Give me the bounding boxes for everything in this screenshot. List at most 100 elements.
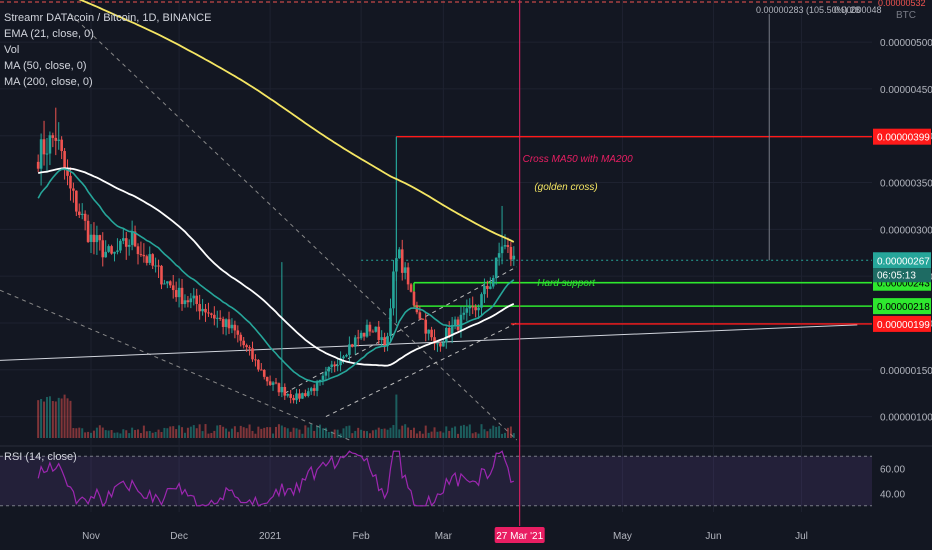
volume-bar	[280, 425, 283, 438]
candle-body	[365, 324, 369, 337]
candle-body	[98, 235, 102, 241]
volume-bar	[219, 425, 222, 438]
volume-bar	[189, 426, 192, 438]
volume-bar	[277, 424, 280, 438]
candle-body	[92, 234, 96, 243]
volume-bar	[201, 431, 204, 438]
volume-bar	[380, 428, 383, 438]
volume-bar	[116, 432, 119, 438]
candle-body	[265, 376, 269, 382]
candle-body	[483, 285, 486, 295]
price-tag: 0.00000199	[877, 320, 930, 331]
price-tag: 0.00000399	[877, 133, 930, 144]
candle-body	[280, 387, 284, 393]
candle-body	[268, 381, 272, 385]
candle-body	[260, 369, 263, 371]
candle-body	[139, 254, 143, 256]
candle-body	[45, 153, 49, 155]
candle-body	[459, 314, 463, 330]
countdown-bg	[873, 268, 931, 283]
volume-bar	[136, 429, 139, 438]
volume-bar	[324, 427, 327, 438]
volume-bar	[283, 427, 286, 438]
candle-body	[289, 394, 292, 398]
ma50-line	[37, 167, 515, 367]
candle-body	[503, 245, 507, 247]
volume-bar	[274, 426, 277, 438]
candle-body	[215, 317, 219, 319]
volume-bar	[98, 425, 101, 438]
rising-channel-bottom	[325, 322, 517, 418]
candle-body	[130, 231, 134, 245]
candle-body	[248, 347, 251, 349]
volume-bar	[407, 427, 410, 438]
candle-body	[277, 383, 281, 393]
volume-bar	[213, 430, 216, 438]
legend-ema: EMA (21, close, 0)	[4, 28, 94, 40]
volume-bar	[439, 431, 442, 438]
candle-body	[66, 168, 69, 176]
candle-body	[213, 314, 216, 319]
volume-bar	[503, 432, 506, 438]
volume-bar	[366, 431, 369, 438]
volume-bar	[336, 429, 339, 438]
long-trendline	[0, 324, 858, 361]
volume-bar	[433, 427, 436, 438]
volume-bar	[436, 431, 439, 438]
chart-labels: 0.00000283 (105.50%) 280.00000048 Cross M…	[523, 5, 882, 289]
volume-bar	[69, 400, 72, 438]
ema21-line	[37, 168, 515, 383]
candle-body	[198, 304, 201, 312]
volume-bar	[412, 427, 415, 438]
measure-readout: 0.00000283 (105.50%) 28	[756, 5, 860, 15]
volume-bar	[172, 426, 175, 438]
volume-bar	[210, 432, 213, 438]
candle-body	[77, 211, 81, 215]
candle-body	[57, 139, 61, 141]
candle-body	[36, 161, 40, 169]
legend-title: Streamr DATAcoin / Bitcoin, 1D, BINANCE	[4, 12, 212, 24]
volume-bar	[424, 425, 427, 438]
volume-bar	[371, 430, 374, 438]
volume-bar	[37, 400, 40, 438]
candle-body	[75, 190, 78, 212]
volume-bar	[239, 425, 242, 438]
y-tick-label: 0.00000450	[880, 85, 932, 96]
chart-grid	[0, 0, 932, 512]
candle-body	[251, 348, 254, 360]
y-tick-label: 0.00000500	[880, 38, 932, 49]
candle-body	[124, 238, 128, 247]
candle-body	[330, 364, 334, 368]
y-tick-label: 0.00000100	[880, 413, 932, 424]
volume-bar	[298, 429, 301, 438]
price-tag-bg	[873, 315, 931, 332]
volume-bar	[427, 432, 430, 438]
volume-bar	[195, 428, 198, 438]
y-tick-label: 0.00000350	[880, 179, 932, 190]
volume-bar	[236, 432, 239, 438]
candle-body	[192, 295, 196, 299]
candle-body	[116, 250, 119, 252]
candle-body	[113, 251, 116, 254]
candle-body	[397, 249, 401, 259]
volume-bar	[307, 427, 310, 438]
volume-bar	[319, 424, 322, 438]
candle-body	[63, 151, 66, 169]
candle-body	[292, 397, 295, 401]
volume-bar	[430, 431, 433, 438]
candle-body	[218, 317, 222, 319]
candle-body	[321, 375, 325, 380]
price-axis: 0.000001000.000001500.000002000.00000250…	[873, 0, 932, 500]
candle-body	[468, 306, 472, 309]
x-tick-label: May	[613, 531, 632, 542]
volume-bar	[330, 431, 333, 438]
volume-bar	[257, 426, 260, 438]
candle-body	[304, 393, 307, 396]
candle-body	[462, 312, 466, 315]
volume-bar	[448, 430, 451, 438]
candle-body	[301, 393, 304, 399]
volume-bar	[462, 424, 465, 438]
volume-bar	[316, 426, 319, 438]
candle-body	[160, 265, 163, 285]
